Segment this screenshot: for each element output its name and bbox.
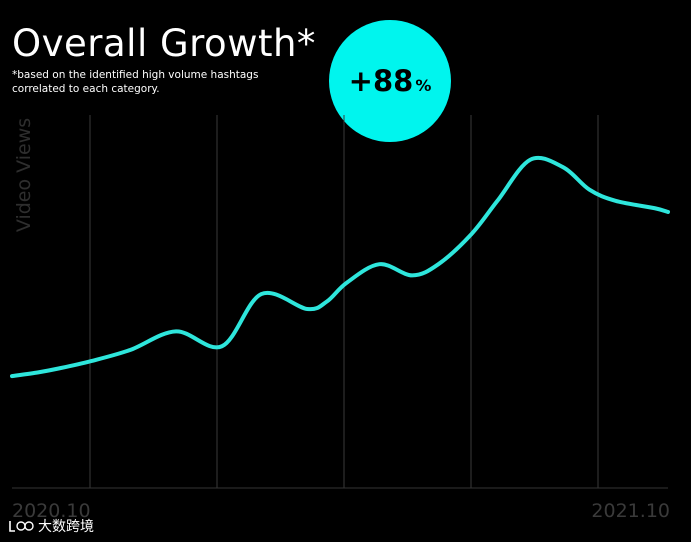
chart-footnote: *based on the identified high volume has… bbox=[12, 68, 312, 96]
growth-unit: % bbox=[415, 75, 432, 95]
chart-title: Overall Growth* bbox=[12, 22, 316, 65]
growth-value: +88 bbox=[348, 64, 414, 98]
x-tick-label-start: 2020.10 bbox=[12, 500, 91, 522]
watermark-logo-icon bbox=[9, 521, 34, 532]
footnote-line-2: correlated to each category. bbox=[12, 83, 160, 95]
x-tick-label-end: 2021.10 bbox=[591, 500, 670, 522]
gridlines bbox=[89, 115, 599, 488]
series-line-video-views bbox=[10, 155, 670, 379]
watermark: 大数跨境 bbox=[8, 516, 94, 536]
watermark-text: 大数跨境 bbox=[38, 519, 94, 535]
footnote-line-1: *based on the identified high volume has… bbox=[12, 69, 259, 81]
growth-badge: +88 % bbox=[329, 20, 451, 142]
